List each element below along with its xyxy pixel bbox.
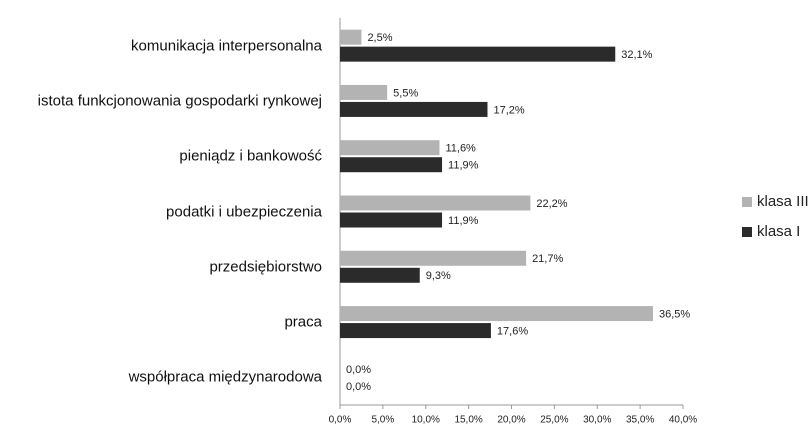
x-tick-label: 15,0% bbox=[454, 415, 482, 426]
value-label: 5,5% bbox=[393, 87, 418, 99]
bar bbox=[340, 84, 388, 100]
y-tick-label: komunikacja interpersonalna bbox=[131, 37, 322, 55]
bar bbox=[340, 323, 491, 339]
value-label: 22,2% bbox=[536, 198, 567, 210]
y-tick-label: istota funkcjonowania gospodarki rynkowe… bbox=[37, 92, 322, 110]
value-label: 11,6% bbox=[445, 143, 476, 155]
value-label: 9,3% bbox=[426, 270, 451, 282]
value-label: 11,9% bbox=[448, 215, 479, 227]
legend-swatch bbox=[742, 197, 752, 207]
bar bbox=[340, 212, 443, 228]
value-label: 0,0% bbox=[346, 364, 371, 376]
value-label: 21,7% bbox=[532, 253, 563, 265]
bar bbox=[340, 267, 420, 283]
x-tick-label: 5,0% bbox=[371, 415, 394, 426]
value-label: 17,6% bbox=[497, 325, 528, 337]
value-label: 0,0% bbox=[346, 381, 371, 393]
value-label: 11,9% bbox=[448, 160, 479, 172]
value-label: 17,2% bbox=[493, 104, 524, 116]
x-tick-label: 20,0% bbox=[497, 415, 525, 426]
value-label: 32,1% bbox=[621, 49, 652, 61]
x-tick-label: 0,0% bbox=[329, 415, 352, 426]
y-tick-label: pieniądz i bankowość bbox=[179, 147, 322, 165]
x-tick-label: 30,0% bbox=[583, 415, 611, 426]
x-tick-label: 10,0% bbox=[412, 415, 440, 426]
bar bbox=[340, 140, 440, 156]
y-tick-label: współpraca międzynarodowa bbox=[128, 368, 322, 386]
y-tick-label: przedsiębiorstwo bbox=[209, 258, 322, 276]
bar bbox=[340, 157, 443, 173]
bar bbox=[340, 250, 527, 266]
bar bbox=[340, 101, 488, 117]
value-label: 2,5% bbox=[367, 32, 392, 44]
bar bbox=[340, 306, 653, 322]
bar bbox=[340, 46, 616, 62]
x-tick-label: 35,0% bbox=[626, 415, 654, 426]
y-tick-label: podatki i ubezpieczenia bbox=[166, 203, 322, 220]
bar bbox=[340, 29, 362, 45]
legend-swatch bbox=[742, 227, 752, 237]
x-tick-label: 40,0% bbox=[669, 415, 697, 426]
legend-label: klasa I bbox=[757, 223, 800, 240]
value-label: 36,5% bbox=[659, 308, 690, 320]
x-tick-label: 25,0% bbox=[540, 415, 568, 426]
bar bbox=[340, 195, 531, 211]
legend-label: klasa III bbox=[757, 193, 809, 210]
y-tick-label: praca bbox=[284, 313, 322, 331]
